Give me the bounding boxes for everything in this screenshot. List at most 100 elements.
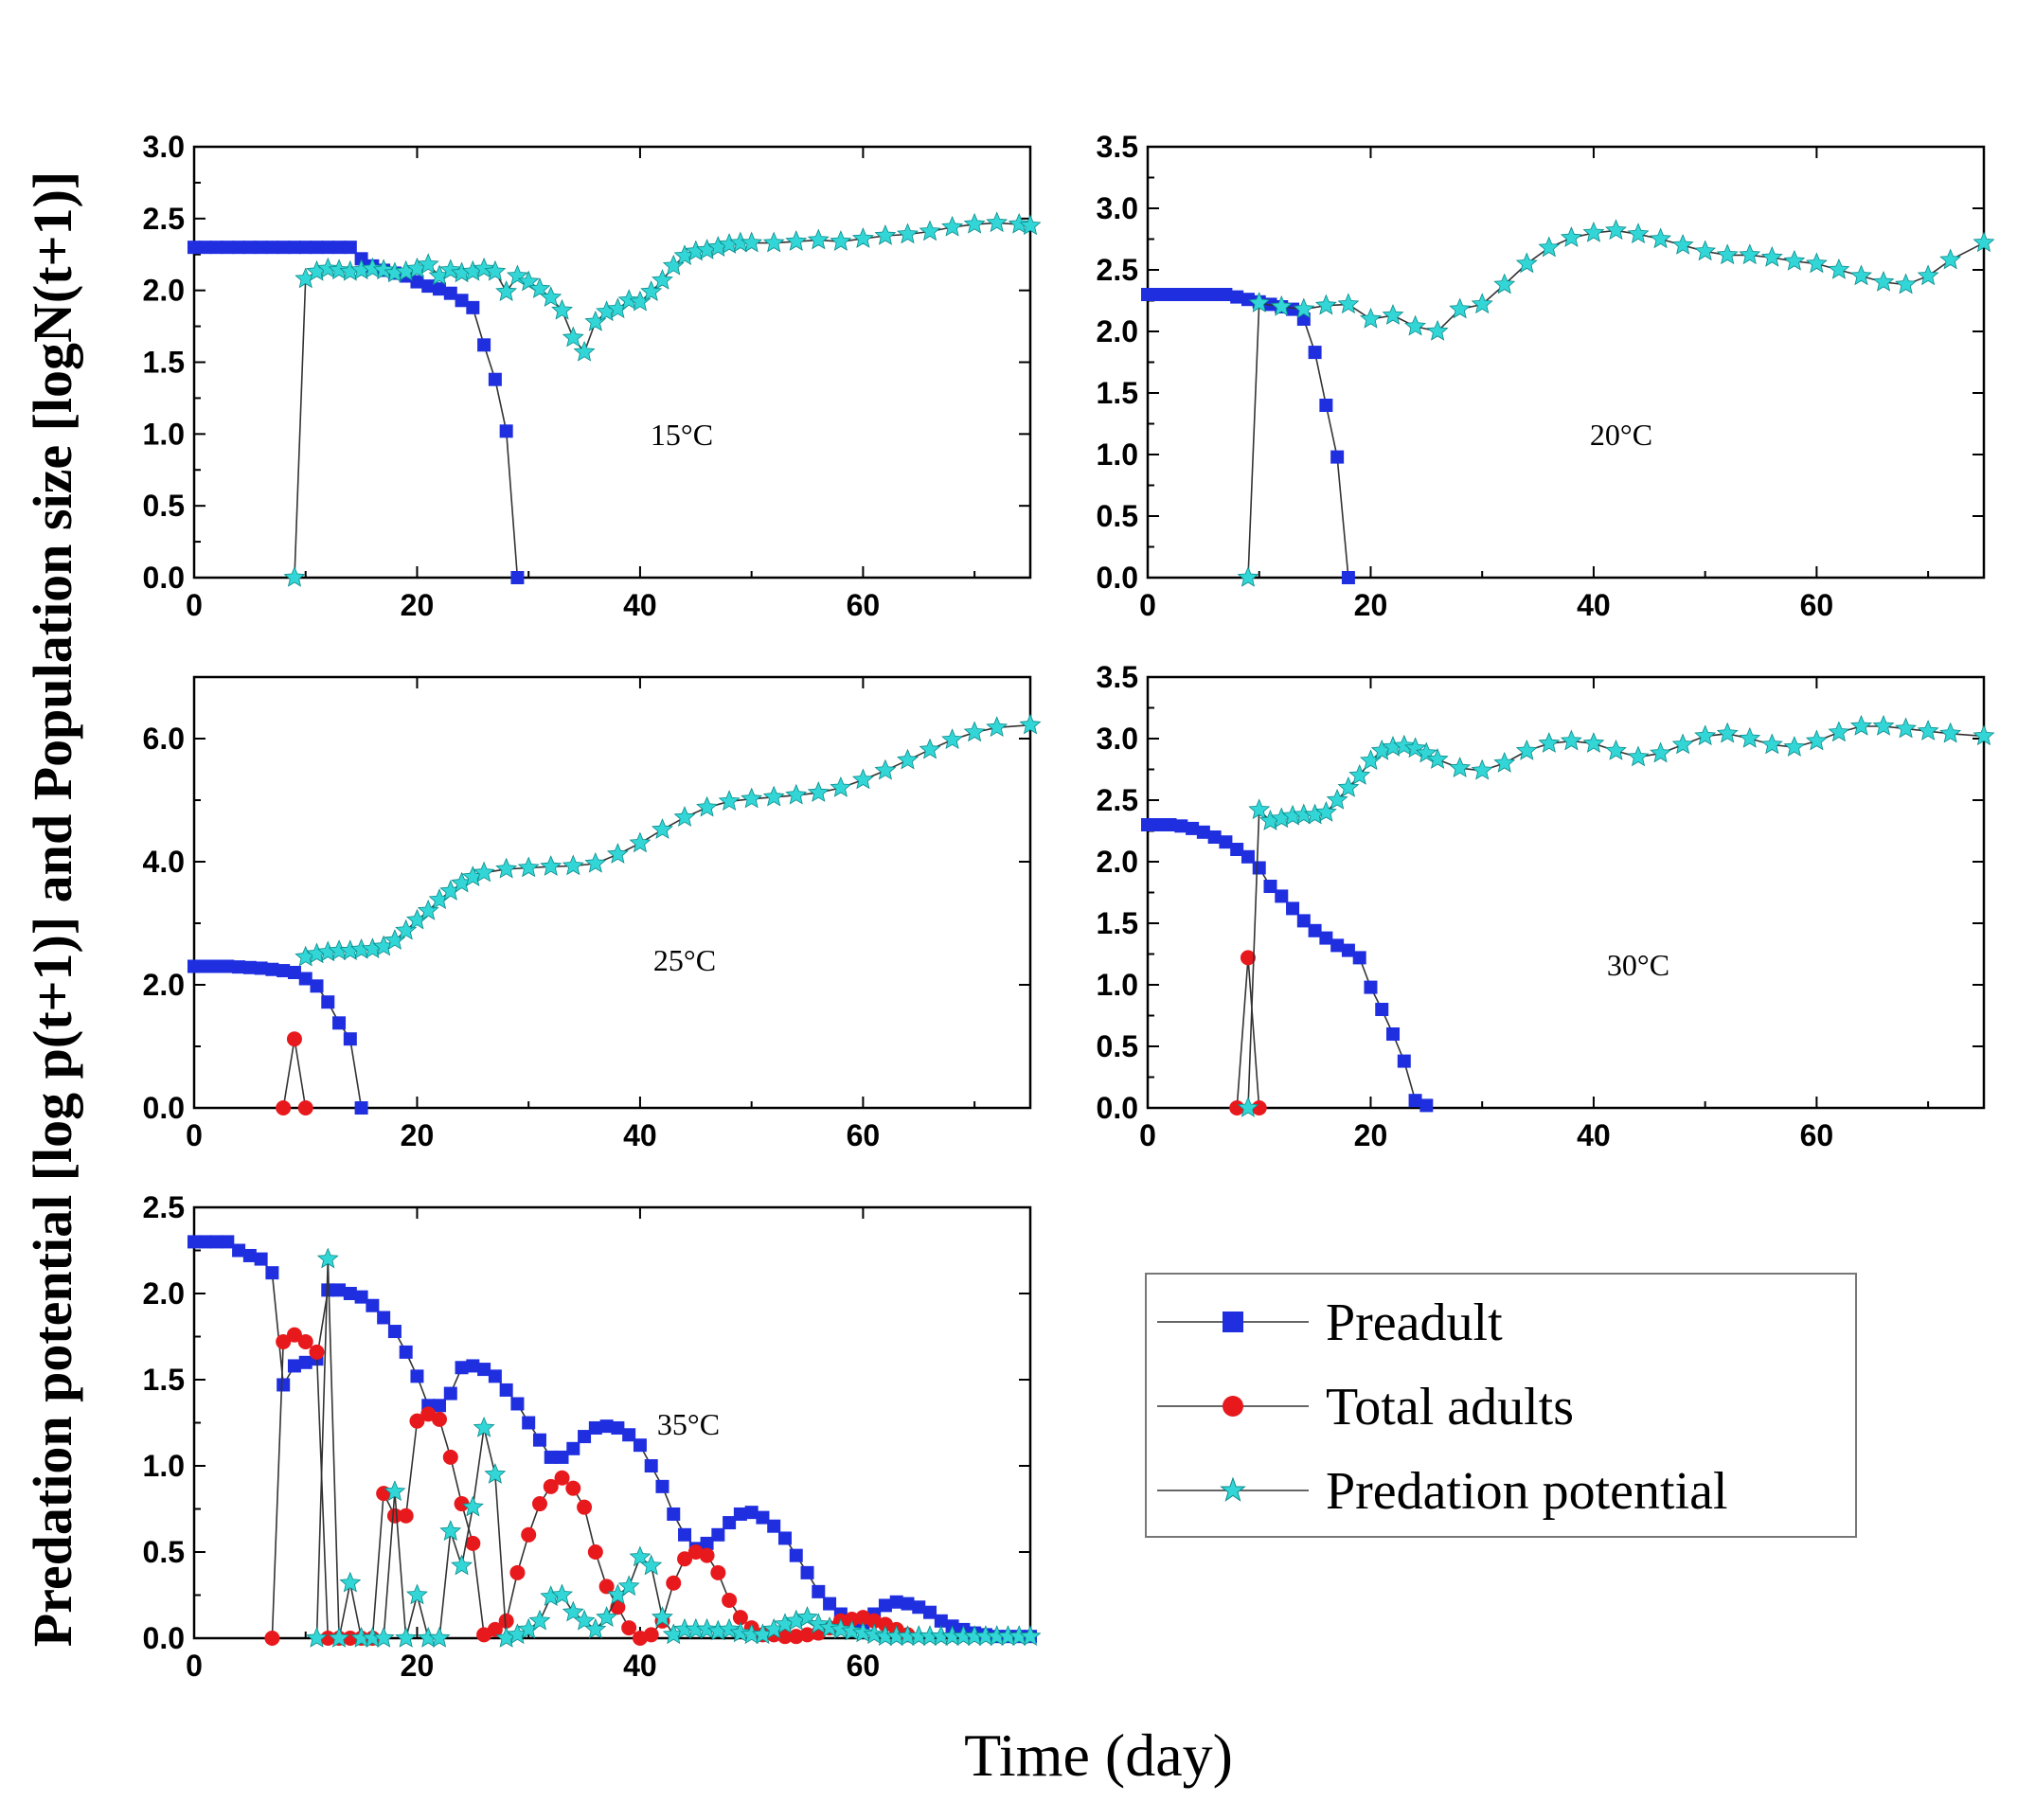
data-point-preadult [1196, 288, 1210, 301]
panels: 0 20 40 600.00.51.01.52.02.53.015°C0 20 40 600… [143, 130, 1995, 1683]
data-point-adults [297, 1100, 313, 1115]
data-point-preadult [1286, 901, 1300, 916]
data-point-predation [1939, 722, 1962, 743]
data-point-preadult [455, 1361, 469, 1375]
data-point-predation [495, 280, 518, 301]
series-line-adults [282, 1039, 307, 1109]
data-point-preadult [1319, 931, 1333, 945]
data-point-predation [1515, 252, 1538, 274]
data-point-preadult [744, 1506, 759, 1520]
data-point-predation [963, 721, 986, 742]
data-point-predation [1314, 294, 1337, 315]
data-point-preadult [287, 1359, 301, 1373]
legend-label-preadult: Preadult [1326, 1294, 1503, 1352]
data-point-predation [807, 781, 830, 802]
data-point-preadult [410, 275, 424, 289]
data-point-preadult [812, 1584, 826, 1598]
data-point-preadult [310, 241, 324, 255]
series-line-predation [1247, 229, 1985, 579]
data-point-preadult [265, 241, 279, 255]
data-point-predation [1783, 249, 1806, 271]
data-point-preadult [321, 241, 335, 255]
data-point-preadult [488, 1369, 502, 1383]
data-point-predation [1237, 565, 1259, 587]
data-point-predation [919, 738, 941, 759]
data-point-preadult [578, 1430, 592, 1444]
data-point-predation [1019, 214, 1042, 236]
data-point-predation [606, 843, 629, 864]
x-tick-label: 60 [847, 1649, 881, 1683]
data-point-predation [629, 1545, 652, 1567]
legend-marker-adults [1223, 1396, 1243, 1417]
data-point-predation [451, 1554, 473, 1576]
data-point-preadult [566, 1441, 580, 1455]
data-point-predation [851, 1621, 874, 1643]
x-tick-label: 0 [1139, 1118, 1156, 1152]
data-point-predation [1694, 240, 1717, 261]
data-point-preadult [242, 960, 257, 974]
data-point-adults [699, 1547, 715, 1563]
y-tick-label: 2.0 [1097, 314, 1138, 348]
data-point-adults [587, 1544, 603, 1560]
data-point-predation [384, 1480, 406, 1502]
data-point-adults [264, 1631, 280, 1646]
data-point-preadult [242, 241, 257, 255]
data-point-predation [1849, 264, 1873, 286]
data-point-adults [386, 1508, 402, 1524]
y-tick-label: 3.0 [143, 130, 185, 164]
y-tick-label: 1.5 [143, 346, 185, 380]
data-point-predation [1404, 314, 1426, 336]
data-point-predation [1326, 788, 1348, 810]
data-point-predation [461, 1495, 484, 1517]
data-point-preadult [1330, 938, 1345, 953]
series-adults [276, 1031, 313, 1115]
data-point-predation [484, 259, 507, 281]
data-point-preadult [1241, 849, 1255, 864]
data-point-predation [484, 1463, 507, 1484]
data-point-preadult [878, 1598, 892, 1613]
data-point-preadult [298, 1355, 312, 1369]
data-point-preadult [1186, 821, 1200, 835]
legend-marker-preadult [1223, 1311, 1243, 1332]
data-point-predation [941, 728, 963, 750]
data-point-predation [495, 857, 518, 879]
data-point-preadult [466, 300, 480, 314]
data-point-predation [1973, 231, 1995, 253]
y-tick-label: 1.0 [1097, 437, 1138, 472]
data-point-preadult [756, 1510, 770, 1525]
series-line-preadult [194, 965, 363, 1109]
data-point-predation [473, 1416, 495, 1437]
data-point-predation [897, 748, 919, 770]
data-point-preadult [1308, 346, 1322, 360]
data-point-preadult [1275, 889, 1289, 903]
y-tick-label: 1.0 [143, 417, 185, 451]
data-point-preadult [187, 959, 201, 973]
data-point-preadult [700, 1536, 714, 1550]
data-point-preadult [1319, 399, 1333, 412]
data-point-predation [395, 1626, 418, 1648]
data-point-predation [1493, 751, 1516, 773]
data-point-preadult [298, 972, 312, 986]
y-tick-label: 1.0 [143, 1449, 185, 1483]
data-point-predation [1739, 243, 1761, 265]
data-point-preadult [767, 1519, 781, 1533]
data-point-adults [442, 1449, 458, 1465]
data-point-preadult [1296, 914, 1311, 928]
x-tick-label: 0 [1139, 588, 1156, 622]
data-point-predation [1716, 722, 1739, 743]
data-point-preadult [277, 964, 291, 978]
data-point-predation [1849, 714, 1873, 736]
data-point-predation [986, 211, 1009, 233]
data-point-adults [788, 1629, 804, 1645]
data-point-preadult [343, 1032, 357, 1046]
series-predation [295, 713, 1042, 967]
data-point-preadult [477, 338, 491, 352]
data-point-preadult [232, 1243, 246, 1258]
y-tick-label: 0.5 [143, 489, 185, 523]
data-point-predation [551, 1583, 574, 1605]
data-point-preadult [254, 1252, 268, 1266]
legend-item-predation: Predation potential [1157, 1462, 1728, 1521]
legend-marker-predation [1220, 1476, 1246, 1502]
data-point-preadult [321, 995, 335, 1009]
data-point-preadult [198, 241, 212, 255]
